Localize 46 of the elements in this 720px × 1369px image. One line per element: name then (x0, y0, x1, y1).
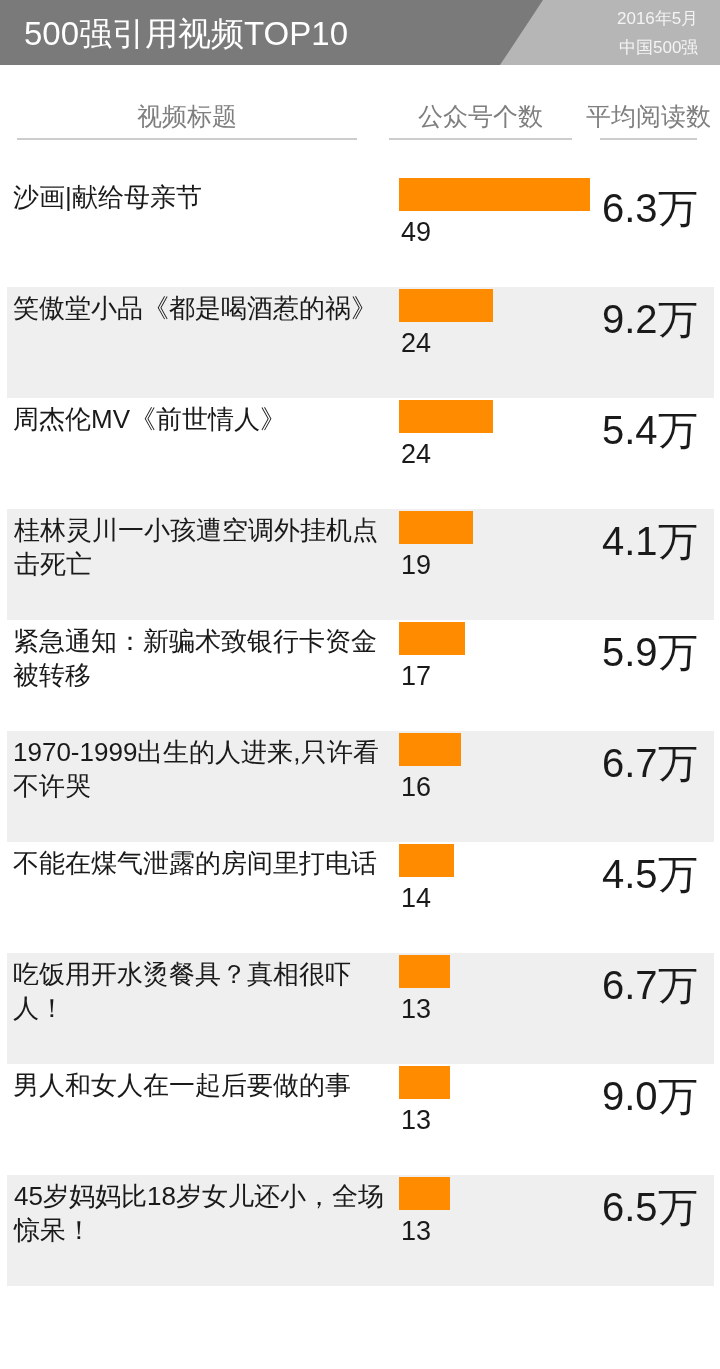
y-tick-label: 吃饭用开水烫餐具？真相很吓人！ (13, 959, 351, 1023)
text: 9.0万 (602, 1074, 698, 1118)
chart-title: 500强引用视频TOP10 (24, 15, 349, 52)
data-label: 24 (401, 439, 432, 469)
text: 6.5万 (602, 1185, 698, 1229)
data-label: 19 (401, 550, 432, 580)
bar (399, 289, 493, 322)
bar (399, 622, 465, 655)
y-tick-label: 不能在煤气泄露的房间里打电话 (13, 848, 377, 878)
data-label: 13 (401, 1216, 432, 1246)
bar (399, 1177, 450, 1210)
bar (399, 844, 454, 877)
y-tick-label: 男人和女人在一起后要做的事 (13, 1070, 351, 1100)
data-label: 17 (401, 661, 432, 691)
text: 5.9万 (602, 630, 698, 674)
bar (399, 511, 473, 544)
text: 9.2万 (602, 297, 698, 341)
text: 6.7万 (602, 963, 698, 1007)
text: 2016年5月 (617, 9, 699, 28)
text: 中国500强 (619, 38, 699, 57)
y-tick-label: 1970-1999出生的人进来,只许看不许哭 (13, 737, 379, 801)
text: 6.3万 (602, 186, 698, 230)
y-tick-label: 桂林灵川一小孩遭空调外挂机点击死亡 (13, 515, 378, 579)
y-tick-label: 笑傲堂小品《都是喝酒惹的祸》 (13, 293, 377, 323)
text: 4.1万 (602, 519, 698, 563)
bar (399, 955, 450, 988)
text: 4.5万 (602, 852, 698, 896)
text: 5.4万 (602, 408, 698, 452)
y-tick-label: 紧急通知：新骗术致银行卡资金被转移 (13, 626, 377, 690)
x-axis-title: 公众号个数 (418, 102, 543, 130)
y-tick-label: 周杰伦MV《前世情人》 (13, 404, 286, 434)
y-tick-label: 45岁妈妈比18岁女儿还小，全场惊呆！ (13, 1181, 384, 1245)
y-tick-label: 沙画|献给母亲节 (13, 182, 202, 212)
data-label: 16 (401, 772, 432, 802)
y-axis-title: 视频标题 (137, 102, 237, 130)
bar (399, 400, 493, 433)
bar (399, 733, 461, 766)
text: 平均阅读数 (586, 102, 711, 130)
data-label: 13 (401, 1105, 432, 1135)
data-label: 13 (401, 994, 432, 1024)
data-label: 49 (401, 217, 432, 247)
text: 6.7万 (602, 741, 698, 785)
bar (399, 1066, 450, 1099)
bar (399, 178, 590, 211)
data-label: 24 (401, 328, 432, 358)
data-label: 14 (401, 883, 432, 913)
